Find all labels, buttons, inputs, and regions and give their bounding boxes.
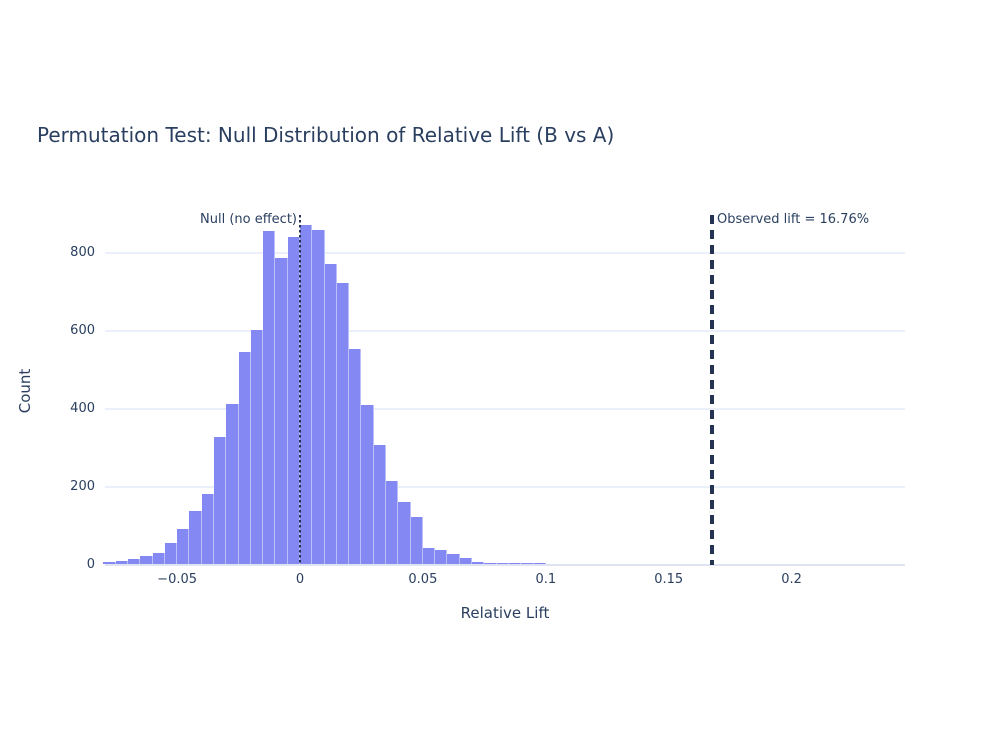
- histogram-bar: [226, 404, 239, 564]
- y-tick-label: 600: [70, 322, 95, 338]
- x-axis-title: Relative Lift: [460, 604, 550, 622]
- gridline: [105, 329, 905, 332]
- x-axis-line: [105, 564, 905, 566]
- annotation-observed-lift: Observed lift = 16.76%: [717, 212, 870, 227]
- histogram-bar: [201, 494, 214, 564]
- histogram-bar: [459, 558, 473, 564]
- histogram-bar: [177, 528, 190, 564]
- histogram-bar: [472, 561, 485, 564]
- histogram-bar: [336, 283, 350, 564]
- y-axis-title: Count: [16, 368, 34, 414]
- y-tick-label: 800: [70, 244, 95, 260]
- gridline: [105, 407, 905, 410]
- histogram-bar: [496, 562, 509, 564]
- histogram-bar: [422, 548, 436, 564]
- histogram-bar: [410, 517, 423, 564]
- y-tick-label: 400: [70, 400, 95, 416]
- y-tick-label: 200: [70, 478, 95, 494]
- histogram-bar: [103, 562, 116, 564]
- y-tick-label: 0: [86, 557, 95, 572]
- gridline: [105, 485, 905, 488]
- histogram-bar: [386, 480, 399, 564]
- plot-area[interactable]: [103, 215, 905, 566]
- histogram-bar: [213, 437, 227, 564]
- x-tick-label: 0: [295, 572, 305, 587]
- x-tick-label: 0.05: [408, 572, 438, 587]
- histogram-bar: [521, 563, 534, 564]
- histogram-bar: [398, 501, 411, 564]
- histogram-bar: [484, 562, 497, 564]
- histogram-bar: [324, 263, 337, 564]
- histogram-bar: [250, 329, 264, 564]
- histogram-bar: [140, 556, 153, 564]
- null-reference-line: [298, 215, 302, 565]
- annotation-null-line: Null (no effect): [200, 212, 297, 227]
- histogram-bar: [127, 559, 141, 564]
- histogram-bar: [300, 224, 313, 564]
- histogram-bar: [373, 445, 387, 564]
- gridline: [105, 251, 905, 254]
- observed-lift-line: [709, 215, 714, 565]
- histogram-bar: [189, 510, 202, 564]
- histogram-bar: [508, 563, 522, 564]
- x-tick-label: −0.05: [157, 572, 198, 587]
- histogram-bar: [447, 553, 460, 564]
- histogram-bar: [435, 549, 448, 564]
- histogram-bar: [361, 404, 374, 564]
- histogram-bar: [349, 349, 362, 564]
- histogram-bar: [533, 563, 546, 564]
- histogram-bar: [263, 231, 276, 564]
- histogram-bar: [238, 352, 251, 564]
- x-tick-label: 0.15: [654, 572, 684, 587]
- histogram-bar: [115, 560, 128, 564]
- x-tick-label: 0.2: [781, 572, 802, 587]
- histogram-bar: [164, 542, 178, 564]
- histogram-bar: [312, 230, 325, 564]
- histogram-bar: [275, 257, 288, 564]
- chart-title: Permutation Test: Null Distribution of R…: [37, 123, 615, 147]
- histogram-bar: [152, 553, 165, 564]
- x-tick-label: 0.1: [535, 572, 557, 587]
